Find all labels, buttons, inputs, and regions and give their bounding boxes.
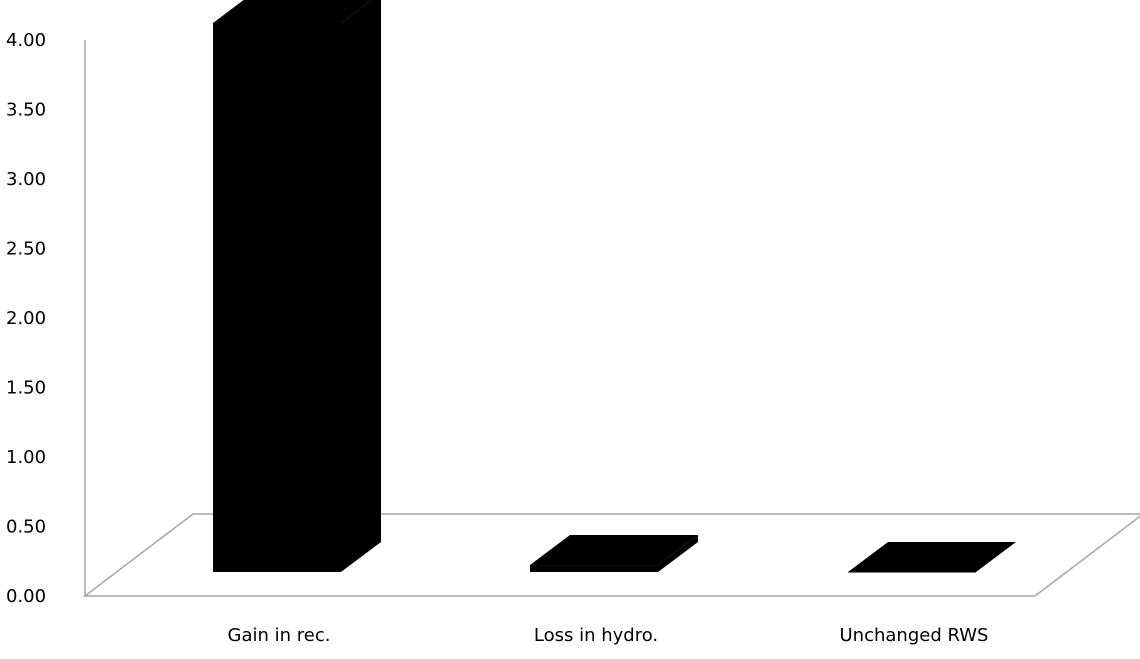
bar [213,0,381,572]
y-tick-label: 2.00 [6,308,46,329]
bar [530,535,698,572]
y-tick-label: 1.50 [6,378,46,399]
bar-side-face [341,0,381,572]
x-tick-label: Unchanged RWS [840,625,989,646]
y-tick-label: 4.00 [6,30,46,51]
x-tick-label: Gain in rec. [228,625,331,646]
y-tick-label: 0.50 [6,517,46,538]
bar-top-face [213,0,372,23]
y-tick-label: 0.00 [6,586,46,607]
bar-front-face [213,22,341,572]
y-tick-label: 3.00 [6,169,46,190]
y-tick-label: 2.50 [6,239,46,260]
bar-front-face [848,572,976,573]
y-tick-labels: 0.00 0.50 1.00 1.50 2.00 2.50 3.00 3.50 4.00 [6,30,46,607]
x-tick-labels: Gain in rec. Loss in hydro. Unchanged RWS [228,625,989,646]
bar-top-face [530,535,698,566]
bar-front-face [530,565,658,572]
y-tick-label: 1.00 [6,447,46,468]
floor-layer [82,513,1140,597]
y-tick-label: 3.50 [6,100,46,121]
x-tick-label: Loss in hydro. [534,625,658,646]
bar [848,542,1016,573]
bar-top-face [848,542,1016,572]
bars-layer [213,0,1016,573]
chart-floor [82,513,1140,597]
bar-side-face [658,535,698,572]
